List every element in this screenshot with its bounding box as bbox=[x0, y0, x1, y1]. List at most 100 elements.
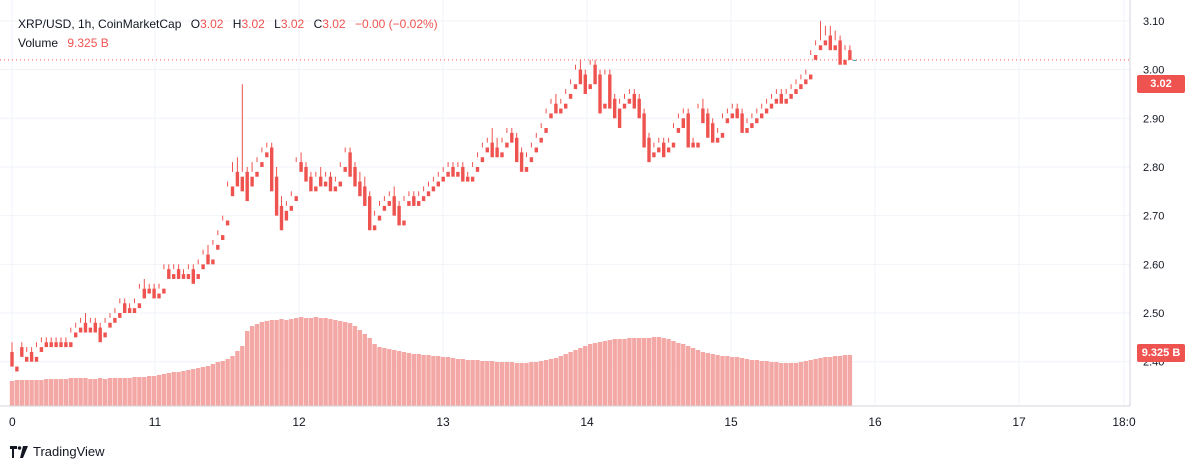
volume-bar bbox=[166, 373, 171, 406]
candle-body bbox=[64, 342, 68, 348]
price-axis[interactable]: 3.103.002.902.802.702.602.502.40 bbox=[1143, 16, 1164, 369]
volume-bar bbox=[558, 356, 563, 406]
volume-bar bbox=[24, 380, 29, 406]
candle-body bbox=[10, 351, 14, 367]
volume-bars bbox=[9, 317, 853, 406]
volume-bar bbox=[49, 379, 54, 406]
candle-body bbox=[813, 55, 818, 60]
candle-body bbox=[627, 98, 632, 104]
candle-body bbox=[809, 74, 813, 80]
volume-bar bbox=[774, 362, 779, 406]
candle-body bbox=[314, 186, 318, 192]
price-tick-label: 2.90 bbox=[1143, 113, 1164, 125]
volume-bar bbox=[676, 343, 681, 406]
volume-value: 9.325 B bbox=[67, 36, 109, 50]
volume-bar bbox=[294, 318, 299, 406]
candle-body bbox=[333, 186, 338, 192]
volume-bar bbox=[754, 360, 759, 406]
volume-bar bbox=[357, 330, 363, 406]
volume-bar bbox=[274, 320, 279, 406]
volume-bar bbox=[421, 355, 426, 406]
volume-bar bbox=[465, 360, 470, 406]
candle-body bbox=[647, 137, 651, 163]
candle-body bbox=[613, 98, 617, 119]
volume-bar bbox=[661, 338, 666, 406]
close-value: 3.02 bbox=[322, 17, 346, 31]
candle-body bbox=[157, 293, 161, 299]
symbol-label[interactable]: XRP/USD, 1h, CoinMarketCap bbox=[18, 17, 182, 31]
candle-body bbox=[372, 225, 377, 231]
candle-body bbox=[167, 269, 171, 279]
price-candles bbox=[10, 20, 857, 372]
candle-body bbox=[421, 196, 426, 202]
time-tick-label: 11 bbox=[149, 415, 162, 429]
volume-bar bbox=[88, 379, 93, 406]
candle-body bbox=[201, 264, 205, 270]
volume-bar bbox=[367, 338, 372, 406]
change-value: −0.00 (−0.02%) bbox=[354, 17, 438, 31]
volume-bar bbox=[759, 361, 764, 406]
candle-body bbox=[676, 128, 681, 133]
candle-body bbox=[162, 288, 166, 294]
volume-bar bbox=[171, 372, 176, 406]
candle-body bbox=[833, 45, 837, 51]
volume-bar bbox=[127, 378, 132, 406]
volume-bar bbox=[705, 353, 710, 406]
time-axis[interactable]: 0 11 12 13 14 15 16 17 18:0 bbox=[9, 415, 1136, 429]
volume-bar bbox=[382, 348, 387, 406]
candle-body bbox=[608, 74, 612, 109]
volume-bar bbox=[793, 363, 799, 406]
candle-body bbox=[270, 147, 274, 192]
volume-bar bbox=[764, 361, 769, 406]
candle-body bbox=[206, 254, 210, 265]
candle-body bbox=[671, 142, 676, 148]
volume-bar bbox=[563, 354, 568, 406]
candle-body bbox=[108, 322, 112, 328]
volume-bar bbox=[445, 357, 451, 406]
candle-body bbox=[828, 35, 832, 51]
volume-bar bbox=[161, 374, 167, 406]
candle-body bbox=[622, 103, 627, 109]
volume-bar bbox=[784, 363, 789, 406]
candle-body bbox=[519, 152, 524, 172]
candle-body bbox=[720, 132, 725, 138]
volume-bar bbox=[14, 380, 20, 406]
ohlc-row: XRP/USD, 1h, CoinMarketCap O3.02 H3.02 L… bbox=[18, 15, 438, 34]
volume-bar bbox=[53, 379, 59, 406]
volume-bar bbox=[583, 346, 588, 406]
volume-row: Volume 9.325 B bbox=[18, 34, 438, 53]
candle-body bbox=[274, 176, 279, 216]
candle-body bbox=[456, 171, 460, 177]
volume-label[interactable]: Volume bbox=[18, 36, 59, 50]
volume-bar bbox=[735, 357, 740, 406]
volume-bar bbox=[578, 348, 583, 406]
volume-bar bbox=[749, 360, 755, 406]
volume-bar bbox=[93, 379, 98, 406]
volume-bar bbox=[323, 318, 328, 406]
candle-body bbox=[211, 259, 215, 265]
candle-body bbox=[529, 157, 534, 163]
volume-bar bbox=[240, 346, 245, 406]
volume-bar bbox=[132, 377, 137, 406]
volume-bar bbox=[68, 378, 73, 406]
candle-body bbox=[118, 313, 122, 318]
candle-body bbox=[353, 166, 357, 187]
volume-bar bbox=[333, 320, 338, 406]
volume-bar bbox=[377, 347, 382, 406]
volume-bar bbox=[730, 357, 735, 406]
volume-bar bbox=[63, 379, 69, 406]
candle-body bbox=[142, 288, 146, 299]
candle-body bbox=[838, 40, 842, 65]
price-tick-label: 2.60 bbox=[1143, 259, 1164, 271]
candle-body bbox=[368, 196, 372, 231]
candle-body bbox=[309, 176, 313, 192]
volume-bar bbox=[681, 344, 686, 406]
volume-bar bbox=[117, 378, 122, 406]
volume-bar bbox=[186, 370, 191, 406]
candle-body bbox=[485, 147, 489, 153]
tradingview-branding[interactable]: TradingView bbox=[10, 444, 105, 459]
volume-bar bbox=[656, 337, 661, 406]
candle-body bbox=[245, 171, 249, 202]
volume-bar bbox=[499, 362, 505, 406]
